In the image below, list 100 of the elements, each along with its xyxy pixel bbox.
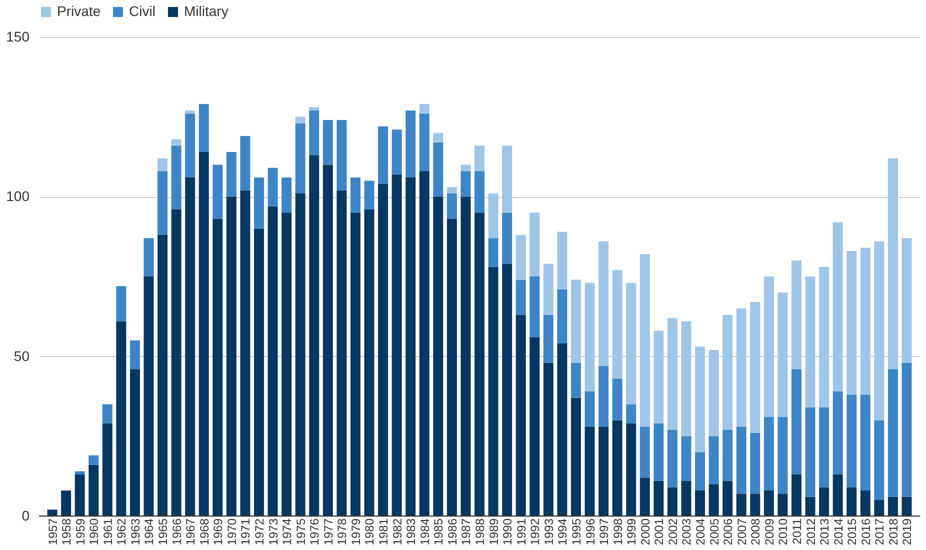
bar xyxy=(392,130,402,174)
bar xyxy=(654,330,664,424)
y-tick-label: 100 xyxy=(6,188,30,204)
bar xyxy=(681,321,692,436)
bar xyxy=(446,193,457,220)
bar xyxy=(846,487,857,516)
x-tick-label: 1970 xyxy=(224,518,239,546)
bar xyxy=(584,391,595,427)
bar xyxy=(819,407,830,488)
bar xyxy=(364,209,374,516)
bar xyxy=(185,178,196,516)
bar xyxy=(902,238,912,363)
y-tick-label: 0 xyxy=(22,508,30,524)
bar xyxy=(488,266,498,516)
bar xyxy=(832,474,843,516)
bar xyxy=(309,110,320,156)
bar xyxy=(516,314,526,516)
x-tick-label: 1974 xyxy=(280,518,294,546)
bar xyxy=(198,152,209,516)
bar xyxy=(791,260,802,370)
x-tick-label: 1965 xyxy=(156,518,170,546)
x-tick-label: 1996 xyxy=(583,518,598,546)
bar xyxy=(584,282,595,392)
bar xyxy=(888,369,898,497)
bar xyxy=(74,474,85,516)
bar xyxy=(212,219,223,516)
bar xyxy=(543,264,554,315)
bar xyxy=(488,238,498,267)
bar xyxy=(695,452,706,490)
bar xyxy=(474,146,484,172)
bar xyxy=(433,142,444,197)
bar xyxy=(144,276,154,516)
x-tick-label: 1975 xyxy=(294,518,308,546)
x-tick-label: 1960 xyxy=(87,518,102,546)
x-tick-label: 1964 xyxy=(142,518,156,546)
x-tick-label: 1992 xyxy=(528,518,542,546)
bar xyxy=(474,212,484,516)
bar xyxy=(819,266,830,408)
x-tick-label: 2001 xyxy=(652,518,666,546)
bar xyxy=(460,164,471,172)
y-tick-label: 50 xyxy=(14,348,30,364)
bar xyxy=(598,241,609,366)
x-tick-label: 1973 xyxy=(266,518,280,546)
bar xyxy=(860,490,870,516)
bar xyxy=(460,171,471,197)
bar xyxy=(832,391,843,474)
x-tick-label: 1962 xyxy=(114,518,129,546)
bar xyxy=(295,116,306,124)
bar xyxy=(612,378,622,420)
bar xyxy=(681,480,692,516)
bar xyxy=(902,362,912,497)
x-tick-label: 1968 xyxy=(197,518,212,546)
bar xyxy=(640,478,650,516)
bar xyxy=(778,417,788,494)
bar xyxy=(874,420,884,500)
bar xyxy=(378,126,388,184)
x-tick-label: 1987 xyxy=(459,518,474,546)
bar xyxy=(446,187,457,194)
bar xyxy=(764,276,774,418)
bar xyxy=(116,321,126,516)
bar xyxy=(171,146,182,210)
x-tick-label: 1990 xyxy=(500,518,515,546)
bar xyxy=(667,487,678,516)
x-tick-label: 1976 xyxy=(308,518,322,546)
bar xyxy=(502,212,512,264)
bar xyxy=(764,417,774,490)
x-tick-label: 2012 xyxy=(804,518,818,546)
bar xyxy=(336,120,347,190)
y-tick-label: 150 xyxy=(6,28,30,44)
x-tick-label: 2004 xyxy=(694,518,708,546)
legend-label: Military xyxy=(184,3,228,19)
bar xyxy=(584,426,595,516)
bar xyxy=(406,178,416,516)
x-tick-label: 2010 xyxy=(776,518,790,546)
bar xyxy=(378,184,388,516)
bar xyxy=(626,404,636,424)
x-tick-label: 2017 xyxy=(872,518,887,546)
bar xyxy=(750,494,760,516)
bar xyxy=(860,248,870,395)
bar xyxy=(406,110,416,178)
bar xyxy=(557,232,568,290)
bar xyxy=(626,282,636,404)
bar xyxy=(350,178,360,213)
bar xyxy=(158,171,168,235)
bar xyxy=(543,362,554,516)
bar xyxy=(130,340,140,370)
bar xyxy=(226,152,236,197)
bar xyxy=(681,436,692,481)
x-tick-label: 1984 xyxy=(418,518,432,546)
bar xyxy=(144,238,154,276)
bar xyxy=(654,480,664,516)
bar xyxy=(640,426,650,478)
bar xyxy=(750,302,760,433)
bar xyxy=(88,455,99,465)
bar xyxy=(185,114,196,178)
bar xyxy=(240,136,250,190)
bar xyxy=(102,423,112,516)
bar xyxy=(88,464,99,516)
x-tick-label: 1991 xyxy=(514,518,528,546)
bar xyxy=(819,487,830,516)
